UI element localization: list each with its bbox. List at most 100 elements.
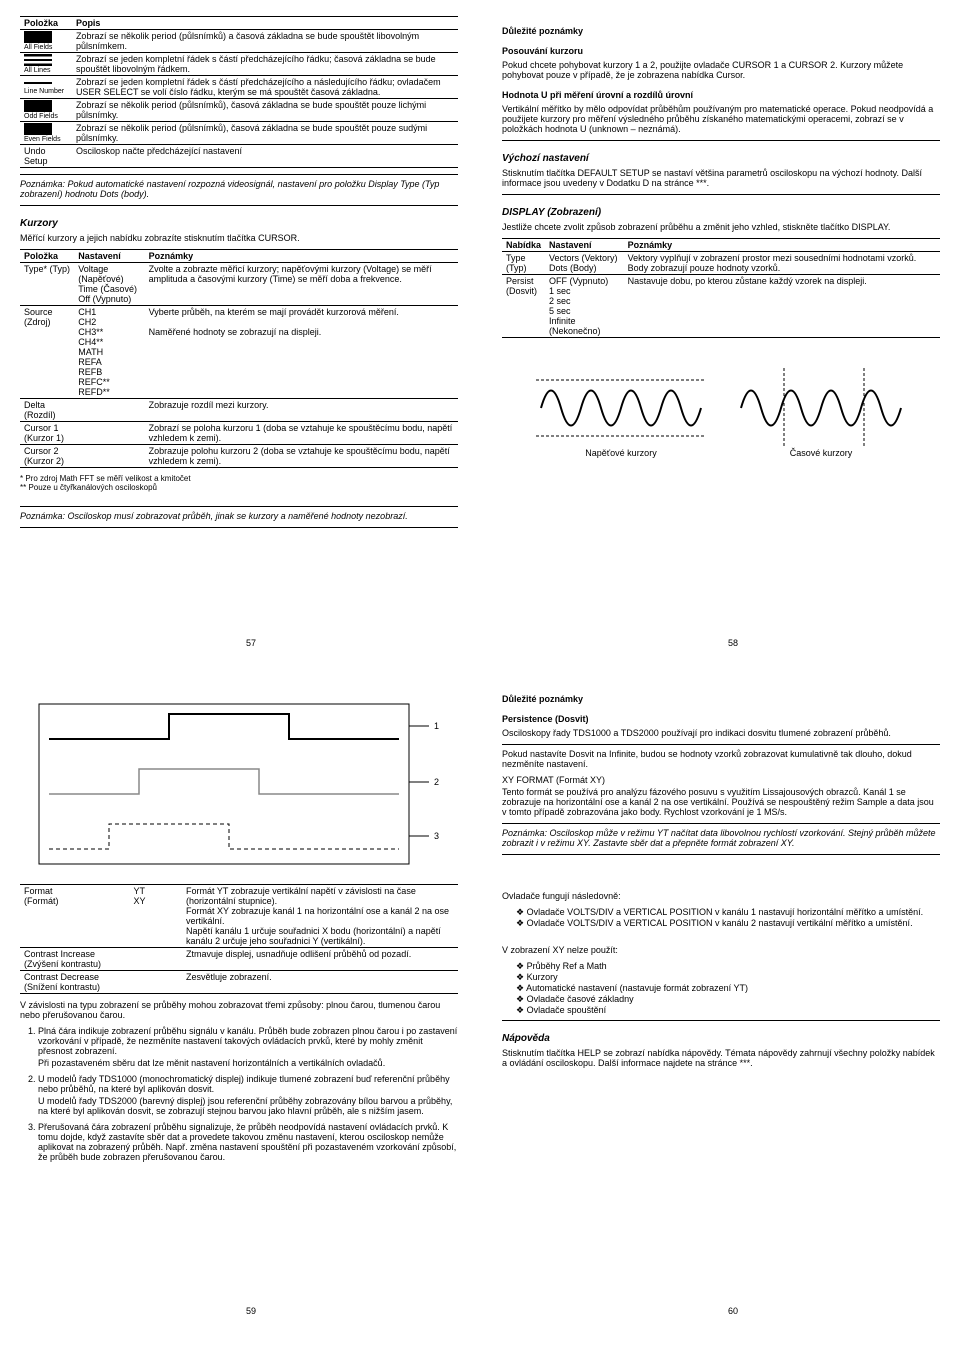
list-item: Kurzory xyxy=(516,972,940,983)
cell xyxy=(130,971,183,994)
waveform-diagram: 1 2 3 xyxy=(29,694,449,874)
even-fields-icon xyxy=(24,123,52,135)
heading: DISPLAY (Zobrazení) xyxy=(502,207,940,218)
icon-cell: All Lines xyxy=(20,53,72,76)
cell: Source (Zdroj) xyxy=(20,306,74,399)
heading: Posouvání kurzoru xyxy=(502,46,940,56)
th: Nastavení xyxy=(74,250,144,263)
icon-label: All Fields xyxy=(24,44,68,51)
para: Vertikální měřítko by mělo odpovídat prů… xyxy=(502,104,940,134)
time-cursors-diagram: Časové kurzory xyxy=(736,368,906,458)
cell: Zobrazí se několik period (půlsnímků), č… xyxy=(72,122,458,145)
divider xyxy=(502,194,940,195)
divider xyxy=(502,1020,940,1021)
para: Pokud chcete pohybovat kurzory 1 a 2, po… xyxy=(502,60,940,80)
cell: Vectors (Vektory) Dots (Body) xyxy=(545,252,624,275)
para: Při pozastaveném sběru dat lze měnit nas… xyxy=(38,1058,458,1068)
table-57-2: PoložkaNastaveníPoznámky Type* (Typ)Volt… xyxy=(20,249,458,468)
cell: Zesvětluje zobrazení. xyxy=(182,971,458,994)
divider xyxy=(20,174,458,175)
heading-kurzory: Kurzory xyxy=(20,218,458,229)
heading: Výchozí nastavení xyxy=(502,153,940,164)
cell: Ztmavuje displej, usnadňuje odlišení prů… xyxy=(182,948,458,971)
th: Položka xyxy=(20,250,74,263)
table-57-1: PoložkaPopis All FieldsZobrazí se několi… xyxy=(20,16,458,168)
cell: Voltage (Napěťové) Time (Časové) Off (Vy… xyxy=(74,263,144,306)
page-60: Důležité poznámky Persistence (Dosvit) O… xyxy=(490,676,952,1324)
heading: Nápověda xyxy=(502,1033,940,1044)
time-wave-icon xyxy=(736,368,906,448)
numbered-list: Plná čára indikuje zobrazení průběhu sig… xyxy=(20,1026,458,1162)
th: Nastavení xyxy=(545,239,624,252)
cell: Zobrazuje polohu kurzoru 2 (doba se vzta… xyxy=(145,445,458,468)
para: Měřící kurzory a jejich nabídku zobrazít… xyxy=(20,233,458,243)
para: Stisknutím tlačítka DEFAULT SETUP se nas… xyxy=(502,168,940,188)
caption: Napěťové kurzory xyxy=(536,448,706,458)
cell: Zobrazí se jeden kompletní řádek s částí… xyxy=(72,53,458,76)
cell: Zobrazí se poloha kurzoru 1 (doba se vzt… xyxy=(145,422,458,445)
list-item: Přerušovaná čára zobrazení průběhu signa… xyxy=(38,1122,458,1162)
page-number: 60 xyxy=(502,1306,960,1316)
divider xyxy=(502,823,940,824)
bullet-list: Průběhy Ref a Math Kurzory Automatické n… xyxy=(502,961,940,1016)
pages-grid: Položka Popis All Fields Zobrazí se několi… xyxy=(0,0,960,1332)
cell: Type (Typ) xyxy=(502,252,545,275)
list-item: Ovladače časové základny xyxy=(516,994,940,1005)
fields-icon xyxy=(24,31,52,43)
page-57: Položka Popis All Fields Zobrazí se několi… xyxy=(8,8,470,656)
para: Tento formát se používá pro analýzu fázo… xyxy=(502,787,940,817)
cell: Persist (Dosvit) xyxy=(502,275,545,338)
icon-label: Line Number xyxy=(24,88,68,95)
lines-icon xyxy=(24,54,52,66)
divider xyxy=(502,140,940,141)
cell: YT XY xyxy=(130,885,183,948)
voltage-cursors-diagram: Napěťové kurzory xyxy=(536,368,706,458)
cell xyxy=(74,422,144,445)
cell: Format (Formát) xyxy=(20,885,130,948)
para: Ovladače fungují následovně: xyxy=(502,891,940,901)
cell: Vektory vyplňují v zobrazení prostor mez… xyxy=(624,252,940,275)
icon-label: Even Fields xyxy=(24,136,68,143)
table-58: NabídkaNastaveníPoznámky Type (Typ)Vecto… xyxy=(502,238,940,338)
divider xyxy=(20,527,458,528)
cell: Nastavuje dobu, po kterou zůstane každý … xyxy=(624,275,940,338)
list-item: Ovladače VOLTS/DIV a VERTICAL POSITION v… xyxy=(516,907,940,918)
cell: Zobrazí se jeden kompletní řádek s částí… xyxy=(72,76,458,99)
para: Jestliže chcete zvolit způsob zobrazení … xyxy=(502,222,940,232)
th: Popis xyxy=(72,17,458,30)
caption: Časové kurzory xyxy=(736,448,906,458)
th: Poznámky xyxy=(624,239,940,252)
icon-cell: Odd Fields xyxy=(20,99,72,122)
cell xyxy=(74,399,144,422)
odd-fields-icon xyxy=(24,100,52,112)
para: Pokud nastavíte Dosvit na Infinite, budo… xyxy=(502,749,940,769)
list-item: Ovladače spouštění xyxy=(516,1005,940,1016)
para: Osciloskopy řady TDS1000 a TDS2000 použí… xyxy=(502,728,940,738)
note: Poznámka: Osciloskop může v režimu YT na… xyxy=(502,828,940,848)
svg-text:2: 2 xyxy=(434,777,439,787)
voltage-wave-icon xyxy=(536,368,706,448)
divider xyxy=(502,744,940,745)
footnote: * Pro zdroj Math FFT se měří velikost a … xyxy=(20,474,458,483)
list-item: U modelů řady TDS1000 (monochromatický d… xyxy=(38,1074,458,1116)
icon-cell: Even Fields xyxy=(20,122,72,145)
cell: Vyberte průběh, na kterém se mají provád… xyxy=(145,306,458,399)
bullet-list: Ovladače VOLTS/DIV a VERTICAL POSITION v… xyxy=(502,907,940,929)
page-number: 57 xyxy=(20,638,482,648)
cell: Cursor 1 (Kurzor 1) xyxy=(20,422,74,445)
svg-text:3: 3 xyxy=(434,831,439,841)
list-item: Ovladače VOLTS/DIV a VERTICAL POSITION v… xyxy=(516,918,940,929)
cell: Zobrazuje rozdíl mezi kurzory. xyxy=(145,399,458,422)
heading: Důležité poznámky xyxy=(502,694,940,704)
cell: Contrast Decrease (Snížení kontrastu) xyxy=(20,971,130,994)
cell xyxy=(74,445,144,468)
para: U modelů řady TDS2000 (barevný displej) … xyxy=(38,1096,458,1116)
page-number: 58 xyxy=(502,638,960,648)
divider xyxy=(502,854,940,855)
list-item: Plná čára indikuje zobrazení průběhu sig… xyxy=(38,1026,458,1068)
heading: Persistence (Dosvit) xyxy=(502,714,940,724)
cell: Cursor 2 (Kurzor 2) xyxy=(20,445,74,468)
note: Poznámka: Osciloskop musí zobrazovat prů… xyxy=(20,511,458,521)
divider xyxy=(20,205,458,206)
divider xyxy=(20,506,458,507)
